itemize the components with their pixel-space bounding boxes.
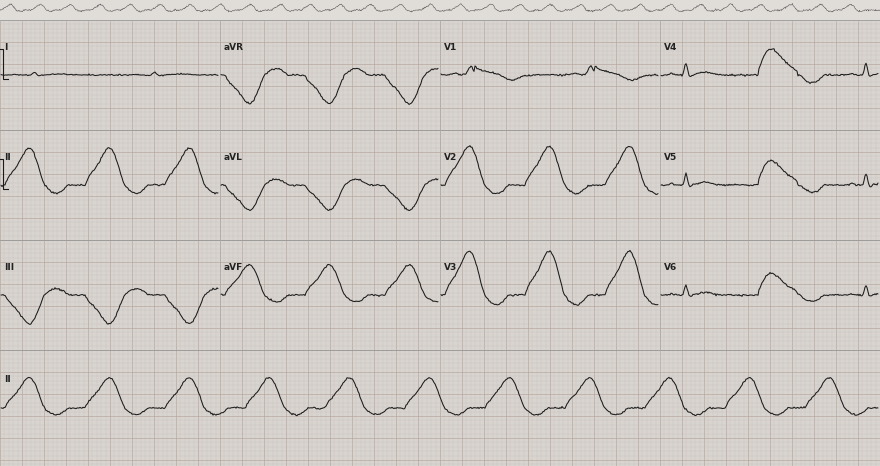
Text: V1: V1 — [444, 42, 458, 52]
Text: V5: V5 — [664, 152, 678, 162]
Text: V3: V3 — [444, 262, 458, 272]
Text: I: I — [4, 42, 7, 52]
Text: aVL: aVL — [224, 152, 243, 162]
Text: II: II — [4, 152, 11, 162]
Bar — [0, 0, 880, 20]
Text: aVR: aVR — [224, 42, 244, 52]
Text: aVF: aVF — [224, 262, 243, 272]
Text: V2: V2 — [444, 152, 458, 162]
Text: V6: V6 — [664, 262, 678, 272]
Text: V4: V4 — [664, 42, 678, 52]
Text: III: III — [4, 262, 14, 272]
Text: II: II — [4, 376, 11, 384]
